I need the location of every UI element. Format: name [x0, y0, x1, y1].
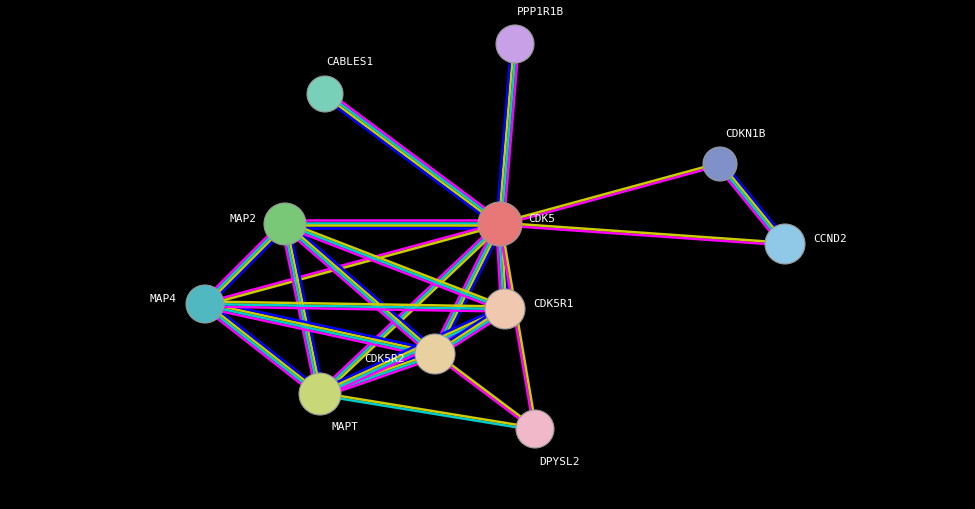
Text: PPP1R1B: PPP1R1B — [517, 7, 564, 17]
Text: DPYSL2: DPYSL2 — [540, 457, 580, 467]
Circle shape — [415, 334, 455, 374]
Text: CDK5R1: CDK5R1 — [533, 299, 573, 309]
Circle shape — [264, 203, 306, 245]
Text: CCND2: CCND2 — [813, 234, 846, 244]
Text: CDKN1B: CDKN1B — [724, 129, 765, 139]
Text: CDK5R2: CDK5R2 — [365, 354, 405, 364]
Circle shape — [478, 202, 522, 246]
Text: CABLES1: CABLES1 — [327, 57, 373, 67]
Circle shape — [485, 289, 525, 329]
Circle shape — [186, 285, 224, 323]
Circle shape — [703, 147, 737, 181]
Circle shape — [299, 373, 341, 415]
Text: MAP2: MAP2 — [230, 214, 257, 224]
Circle shape — [496, 25, 534, 63]
Circle shape — [516, 410, 554, 448]
Text: CDK5: CDK5 — [528, 214, 555, 224]
Circle shape — [307, 76, 343, 112]
Text: MAP4: MAP4 — [150, 294, 177, 304]
Circle shape — [765, 224, 805, 264]
Text: MAPT: MAPT — [332, 422, 359, 432]
